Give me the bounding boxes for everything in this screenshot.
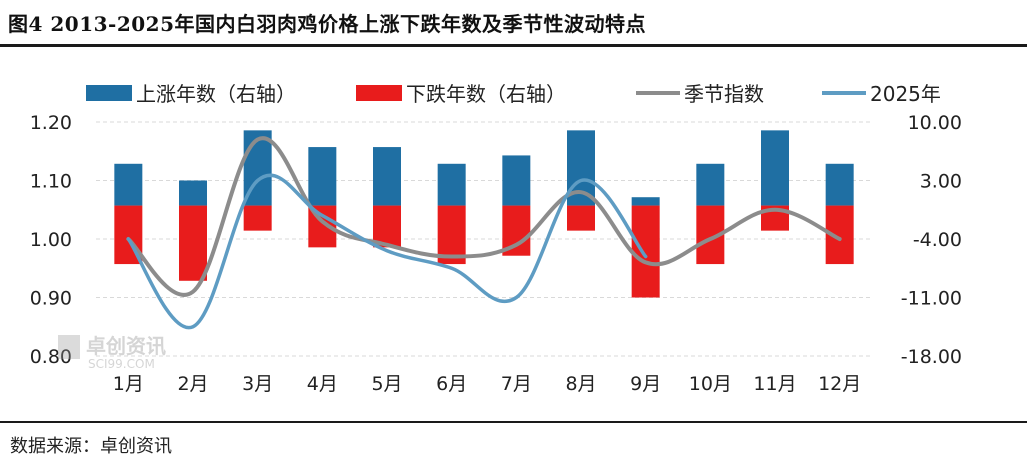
bar-rise [502, 155, 531, 206]
bar-rise [761, 130, 789, 206]
watermark-url: SCI99.COM [88, 357, 155, 371]
legend-label: 下跌年数（右轴） [406, 82, 566, 106]
bar-fall [179, 205, 207, 281]
bar-rise [696, 163, 725, 206]
x-tick-label: 1月 [113, 373, 144, 395]
y-left-tick-label: 1.10 [30, 171, 72, 193]
bar-rise [825, 163, 854, 206]
bar-fall [373, 205, 401, 248]
y-right-tick-label: -11.00 [901, 288, 962, 310]
title-bar: 图4 2013-2025年国内白羽肉鸡价格上涨下跌年数及季节性波动特点 [0, 0, 1027, 44]
legend-label: 季节指数 [684, 82, 764, 106]
y-left-tick-label: 1.00 [30, 229, 72, 251]
y-left-tick-label: 1.20 [30, 112, 72, 134]
x-tick-label: 5月 [371, 373, 402, 395]
x-tick-label: 2月 [177, 373, 208, 395]
x-tick-label: 7月 [501, 373, 532, 395]
bar-fall [631, 205, 660, 298]
legend-swatch [356, 85, 402, 101]
source-note: 数据来源：卓创资讯 [10, 436, 172, 457]
watermark-name: 卓创资讯 [86, 334, 166, 358]
legend-label: 上涨年数（右轴） [136, 82, 296, 106]
line-2025 [126, 173, 648, 330]
x-tick-label: 6月 [436, 373, 467, 395]
bar-rise [437, 163, 466, 206]
x-tick-label: 11月 [753, 373, 796, 395]
chart-title: 图4 2013-2025年国内白羽肉鸡价格上涨下跌年数及季节性波动特点 [8, 12, 647, 36]
bar-fall [243, 205, 272, 231]
line-seasonal-index [126, 136, 842, 297]
x-tick-label: 8月 [565, 373, 596, 395]
y-right-tick-label: -18.00 [901, 346, 962, 368]
x-tick-label: 12月 [818, 373, 861, 395]
chart: 1.20 1.10 1.00 0.90 0.80 10.00 3.00 -4.00 -11.00… [30, 82, 962, 395]
bar-rise [631, 197, 660, 206]
y-right-tick-label: -4.00 [913, 229, 962, 251]
watermark-logo-icon [58, 335, 80, 359]
y-right-tick-label: 10.00 [908, 112, 962, 134]
bar-rise [179, 180, 207, 206]
y-right-tick-label: 3.00 [920, 171, 962, 193]
x-tick-label: 4月 [307, 373, 338, 395]
x-tick-label: 10月 [689, 373, 732, 395]
bar-rise [373, 147, 401, 206]
x-tick-label: 3月 [242, 373, 273, 395]
bar-fall [567, 205, 595, 231]
legend-swatch [86, 85, 132, 101]
y-left-tick-label: 0.90 [30, 288, 72, 310]
title-divider [0, 44, 1027, 47]
legend-label: 2025年 [870, 82, 941, 106]
footer-divider [0, 421, 1027, 423]
y-left-tick-label: 0.80 [30, 346, 72, 368]
bar-rise [308, 147, 337, 206]
x-tick-label: 9月 [630, 373, 661, 395]
bar-rise [114, 163, 143, 206]
